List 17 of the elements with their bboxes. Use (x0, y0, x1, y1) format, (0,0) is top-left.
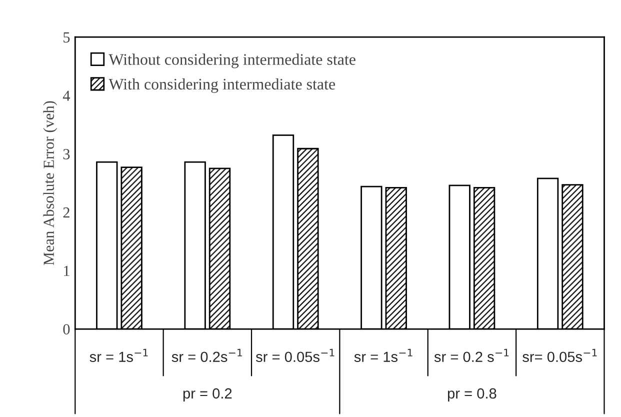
text: pr = 0.2 (183, 388, 232, 402)
legend-label: With considering intermediate state (108, 78, 336, 93)
x-tick-label: sr = 0.05s$^{−1}$ (256, 348, 334, 362)
x-tick-label: sr= 0.05s$^{−1}$ (522, 348, 597, 362)
x-tick-label: sr = 0.2 s$^{−1}$ (434, 348, 509, 362)
y-tick-label: 5 (64, 32, 70, 43)
y-tick-label: 4 (62, 90, 70, 101)
y-axis-title: Mean Absolute Error (veh) (43, 101, 58, 266)
text: pr = 0.8 (448, 388, 496, 402)
x-tick-label: sr = 1s$^{−1}$ (354, 348, 412, 362)
x-tick-label: sr = 0.2s$^{−1}$ (172, 348, 242, 362)
y-tick-label: 3 (63, 149, 70, 160)
y-tick-label: 2 (63, 207, 70, 218)
legend-label: Without considering intermediate state (108, 54, 356, 68)
y-tick-label: 1 (64, 266, 70, 276)
y-tick-label: 0 (63, 324, 70, 334)
x-tick-label: sr = 1s$^{−1}$ (90, 348, 148, 362)
